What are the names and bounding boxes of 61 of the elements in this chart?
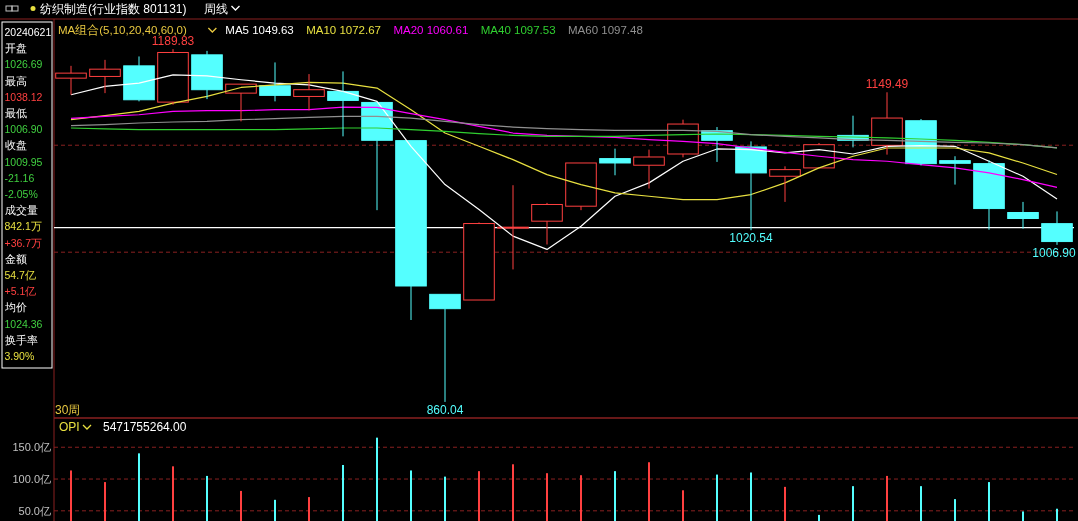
text: MA40 1097.53 — [480, 24, 556, 36]
text: +5.1亿 — [4, 285, 37, 298]
candlestick — [157, 48, 189, 106]
candlestick — [191, 50, 223, 100]
text: MA60 1097.48 — [568, 24, 643, 36]
text: 金额 — [4, 252, 27, 265]
legend-title: MA组合(5,10,20,40,60,0) — [58, 24, 188, 36]
text: 20240621 — [4, 26, 52, 38]
candlestick — [565, 162, 597, 211]
y-tick-label: 50.0亿 — [18, 504, 51, 517]
text: +36.7万 — [4, 236, 43, 249]
text: 3.90% — [4, 350, 35, 362]
candlestick — [735, 140, 767, 231]
candlestick — [531, 202, 563, 245]
candlestick — [1041, 210, 1073, 246]
candlestick — [1007, 201, 1039, 230]
annotation: 1006.90 — [1032, 245, 1077, 260]
annotation: 30周 — [55, 403, 81, 417]
text: 成交量 — [4, 204, 38, 217]
text: 收盘 — [4, 139, 27, 152]
candlestick — [327, 70, 359, 137]
annotation: 860.04 — [426, 402, 464, 417]
text: 842.1万 — [4, 220, 42, 233]
candlestick — [973, 159, 1005, 231]
candlestick — [939, 155, 971, 186]
annotation: 1149.49 — [865, 77, 909, 92]
candlestick — [497, 184, 529, 270]
candlestick — [55, 65, 87, 96]
candlestick — [633, 149, 665, 190]
text: 开盘 — [4, 42, 27, 55]
candlestick — [769, 165, 801, 203]
annotation: 5471755264.00 — [103, 420, 187, 434]
text: 54.7亿 — [4, 269, 36, 281]
candlestick — [463, 223, 495, 301]
chart-title: 纺织制造(行业指数 801131) — [40, 2, 187, 16]
candlestick — [123, 55, 155, 102]
text: MA20 1060.61 — [393, 24, 469, 36]
chart-subtitle: 周线 — [204, 2, 229, 16]
text: -2.05% — [4, 188, 38, 200]
text: 最低 — [4, 107, 27, 119]
text: 1006.90 — [4, 123, 43, 136]
text: 均价 — [3, 301, 27, 314]
text: MA5 1049.63 — [225, 24, 294, 36]
candlestick — [293, 73, 325, 111]
text: -21.16 — [4, 171, 35, 184]
text: 1024.36 — [4, 317, 43, 330]
y-tick-label: 150.0亿 — [12, 441, 51, 454]
text: 换手率 — [4, 333, 38, 346]
candlestick — [395, 140, 427, 321]
text: 1026.69 — [4, 58, 43, 71]
candlestick — [89, 59, 121, 94]
annotation: 1020.54 — [729, 231, 774, 246]
text: 1038.12 — [4, 90, 43, 103]
text: MA10 1072.67 — [306, 24, 382, 36]
candlestick — [259, 61, 291, 102]
chart-title: OPI — [59, 420, 80, 434]
y-tick-label: 100.0亿 — [12, 473, 51, 486]
candlestick — [599, 148, 631, 176]
text: 最高 — [4, 74, 27, 87]
candlestick — [429, 293, 461, 403]
text: 1009.95 — [4, 155, 43, 168]
